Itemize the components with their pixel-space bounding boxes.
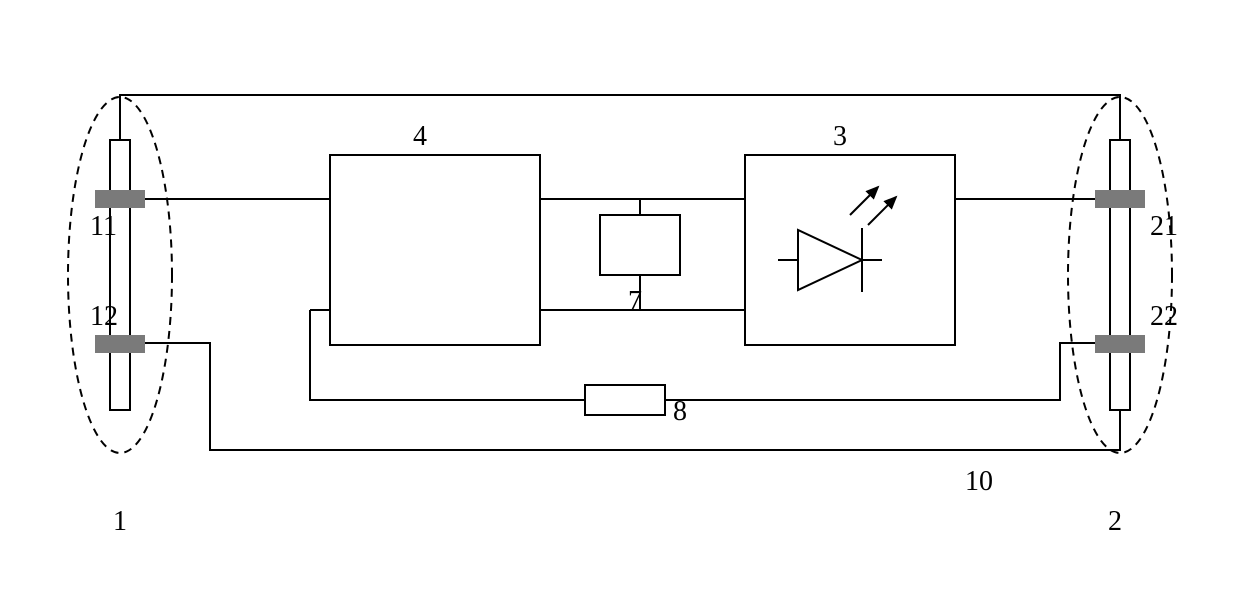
led-emit-arrow-1 [868,197,896,225]
label-pin-11: 11 [90,211,117,242]
label-block-b8: 8 [673,396,687,427]
block-b8 [585,385,665,415]
connector-body-right [1110,140,1130,410]
label-pin-12: 12 [90,301,118,332]
led-emit-arrow-0 [850,187,878,215]
wire-10 [145,343,1060,450]
label-group-left: 1 [113,506,127,537]
labels-layer: 4378111221221210 [90,121,1178,537]
wires-layer [120,95,1120,450]
group-ellipse-right [1068,97,1172,453]
circuit-diagram: 4378111221221210 [0,0,1240,605]
pin-21 [1095,190,1145,208]
wire-8 [665,343,1095,400]
block-b3 [745,155,955,345]
pin-11 [95,190,145,208]
led-triangle [798,230,862,290]
connector-body-left [110,140,130,410]
wire-0 [120,95,1120,140]
label-block-b7: 7 [628,286,642,317]
block-b7 [600,215,680,275]
label-block-b4: 4 [413,121,427,152]
group-ellipse-left [68,97,172,453]
label-block-b3: 3 [833,121,847,152]
wire-7 [310,310,585,400]
blocks-layer [330,155,955,415]
pin-22 [1095,335,1145,353]
label-10: 10 [965,466,993,497]
label-pin-22: 22 [1150,301,1178,332]
wire-11 [1060,410,1120,450]
label-group-right: 2 [1108,506,1122,537]
block-b4 [330,155,540,345]
label-pin-21: 21 [1150,211,1178,242]
pin-12 [95,335,145,353]
